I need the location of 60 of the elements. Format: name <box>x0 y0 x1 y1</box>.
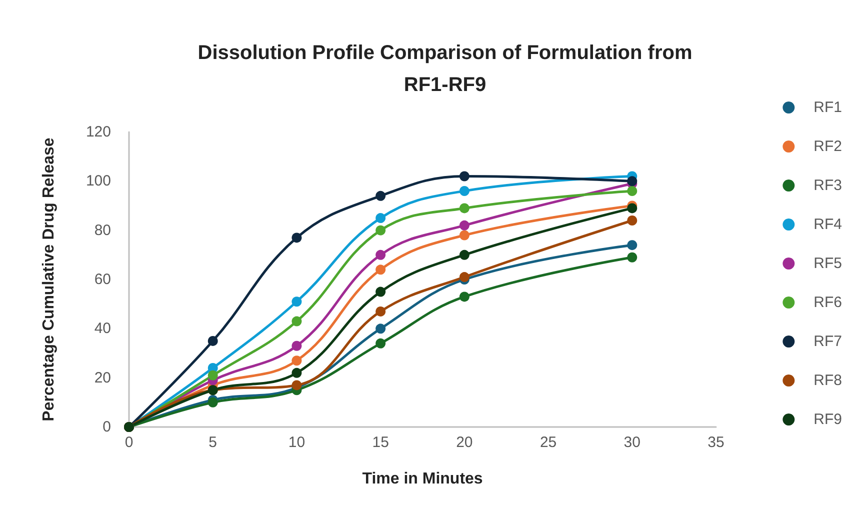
point <box>208 397 218 408</box>
point <box>627 186 638 196</box>
point <box>627 216 638 226</box>
point <box>376 225 386 236</box>
point <box>376 264 386 275</box>
point <box>292 356 302 366</box>
x-tick-label: 20 <box>456 434 473 451</box>
point <box>208 336 218 346</box>
point <box>376 338 386 348</box>
legend-label: RF8 <box>814 372 842 389</box>
point <box>459 230 470 240</box>
x-tick-label: 35 <box>708 434 724 451</box>
x-tick-label: 10 <box>288 434 306 451</box>
point <box>376 250 386 260</box>
point <box>627 176 638 186</box>
point <box>292 296 302 307</box>
chart-title: Dissolution Profile Comparison of Formulation from RF1-RF9 <box>198 42 692 96</box>
y-tick-label: 40 <box>94 320 111 338</box>
legend-label: RF3 <box>814 177 842 194</box>
x-tick-label: 5 <box>208 434 218 451</box>
point <box>376 306 386 316</box>
x-tick-label: 0 <box>124 434 134 451</box>
y-tick-label: 100 <box>86 172 111 190</box>
x-axis-title: Time in Minutes <box>362 470 483 488</box>
point <box>376 324 386 334</box>
point <box>627 240 638 250</box>
point <box>459 250 470 260</box>
legend-label: RF2 <box>814 138 842 155</box>
point <box>459 186 470 196</box>
y-tick-label: 80 <box>94 222 111 239</box>
point <box>208 370 218 380</box>
point <box>376 286 386 297</box>
point <box>292 368 302 378</box>
point <box>376 190 386 201</box>
y-tick-label: 20 <box>94 369 111 386</box>
point <box>459 203 470 214</box>
legend-label: RF6 <box>814 294 842 311</box>
point <box>376 213 386 224</box>
point <box>292 340 302 351</box>
y-tick-label: 0 <box>102 418 111 436</box>
point <box>459 272 470 282</box>
point <box>292 232 302 243</box>
y-axis-title: Percentage Cumulative Drug Release <box>40 138 58 422</box>
point <box>459 292 470 302</box>
legend-label: RF7 <box>814 333 842 350</box>
point <box>627 252 638 262</box>
y-tick-label: 60 <box>94 271 111 288</box>
point <box>292 316 302 326</box>
legend-label: RF9 <box>814 411 842 428</box>
point <box>459 171 470 182</box>
point <box>627 203 638 214</box>
legend-label: RF1 <box>814 99 842 116</box>
legend-label: RF5 <box>814 255 842 272</box>
point <box>292 380 302 390</box>
x-tick-label: 30 <box>624 434 640 451</box>
y-tick-label: 120 <box>86 124 111 140</box>
point <box>459 220 470 230</box>
x-tick-label: 15 <box>372 434 389 451</box>
x-tick-label: 25 <box>540 434 557 451</box>
legend-label: RF4 <box>814 216 842 233</box>
